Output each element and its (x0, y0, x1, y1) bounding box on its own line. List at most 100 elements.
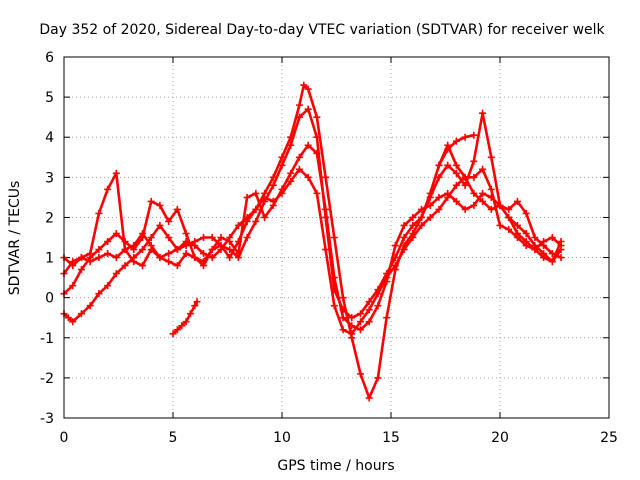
data-point (147, 234, 155, 241)
data-point (548, 234, 556, 241)
data-point (348, 322, 356, 330)
series-line (62, 168, 563, 336)
data-point (409, 213, 417, 221)
x-axis-label: GPS time / hours (277, 458, 394, 474)
data-point (295, 165, 303, 173)
data-point (531, 234, 539, 241)
data-point (339, 314, 347, 322)
data-point (409, 221, 417, 229)
data-point (505, 225, 513, 233)
data-point (104, 185, 112, 193)
data-point (470, 131, 478, 139)
data-point (313, 113, 321, 121)
data-point (356, 310, 364, 318)
data-point (479, 165, 487, 173)
y-tick-label: 5 (45, 90, 54, 106)
data-point (64, 314, 72, 322)
data-point (173, 326, 181, 334)
data-point (461, 173, 469, 181)
data-point (208, 234, 216, 241)
data-point (348, 314, 356, 322)
data-point (400, 221, 408, 229)
data-point (452, 161, 460, 169)
data-point (557, 254, 565, 262)
data-point (479, 197, 487, 205)
data-point (444, 193, 452, 201)
data-point (522, 229, 530, 237)
data-point (200, 250, 208, 258)
data-point (165, 250, 173, 258)
data-point (540, 238, 548, 246)
data-point (513, 234, 521, 241)
data-point (304, 105, 312, 113)
x-tick-label: 0 (60, 430, 69, 446)
data-point (252, 205, 260, 213)
data-point (243, 193, 251, 201)
data-point (391, 242, 399, 250)
data-point (400, 234, 408, 241)
data-point (487, 185, 495, 193)
data-point (435, 193, 443, 201)
data-point (130, 258, 138, 266)
data-point (86, 302, 94, 310)
data-point (278, 189, 286, 197)
data-point (104, 250, 112, 258)
data-point (121, 262, 129, 270)
data-point (182, 250, 190, 258)
data-point (461, 181, 469, 189)
data-point (208, 246, 216, 254)
data-point (304, 141, 312, 149)
data-point (444, 145, 452, 153)
data-point (304, 85, 312, 93)
data-point (191, 302, 199, 310)
data-point (470, 157, 478, 165)
data-point (418, 221, 426, 229)
data-point (400, 246, 408, 254)
data-point (322, 246, 330, 254)
data-point (374, 374, 382, 382)
data-point (426, 189, 434, 197)
data-point (86, 258, 94, 266)
data-point (356, 318, 364, 326)
y-tick-label: -2 (40, 371, 54, 387)
x-tick-label: 15 (382, 430, 400, 446)
data-point (557, 238, 565, 246)
data-point (461, 205, 469, 213)
data-point (112, 169, 120, 177)
data-point (112, 254, 120, 262)
data-point (295, 101, 303, 109)
data-point (313, 189, 321, 197)
data-point (435, 161, 443, 169)
data-series (60, 81, 565, 402)
y-tick-label: 4 (45, 130, 54, 146)
data-point (278, 161, 286, 169)
data-point (182, 238, 190, 246)
x-tick-label: 10 (273, 430, 291, 446)
series-track-5 (169, 298, 201, 338)
data-point (121, 238, 129, 246)
data-point (513, 197, 521, 205)
data-point (383, 314, 391, 322)
data-point (470, 189, 478, 197)
data-point (444, 161, 452, 169)
data-point (487, 153, 495, 161)
data-point (418, 213, 426, 221)
data-point (313, 133, 321, 141)
y-tick-label: 2 (45, 210, 54, 226)
data-point (173, 246, 181, 254)
data-point (435, 173, 443, 181)
data-point (339, 306, 347, 314)
data-point (191, 254, 199, 262)
data-point (243, 213, 251, 221)
data-point (169, 330, 177, 338)
data-point (435, 205, 443, 213)
series-track-4 (60, 165, 565, 338)
data-point (365, 394, 373, 402)
series-track-2 (60, 141, 565, 334)
data-point (95, 290, 103, 298)
data-point (165, 258, 173, 266)
data-point (304, 173, 312, 181)
data-point (374, 290, 382, 298)
data-point (156, 254, 164, 262)
data-point (348, 330, 356, 338)
